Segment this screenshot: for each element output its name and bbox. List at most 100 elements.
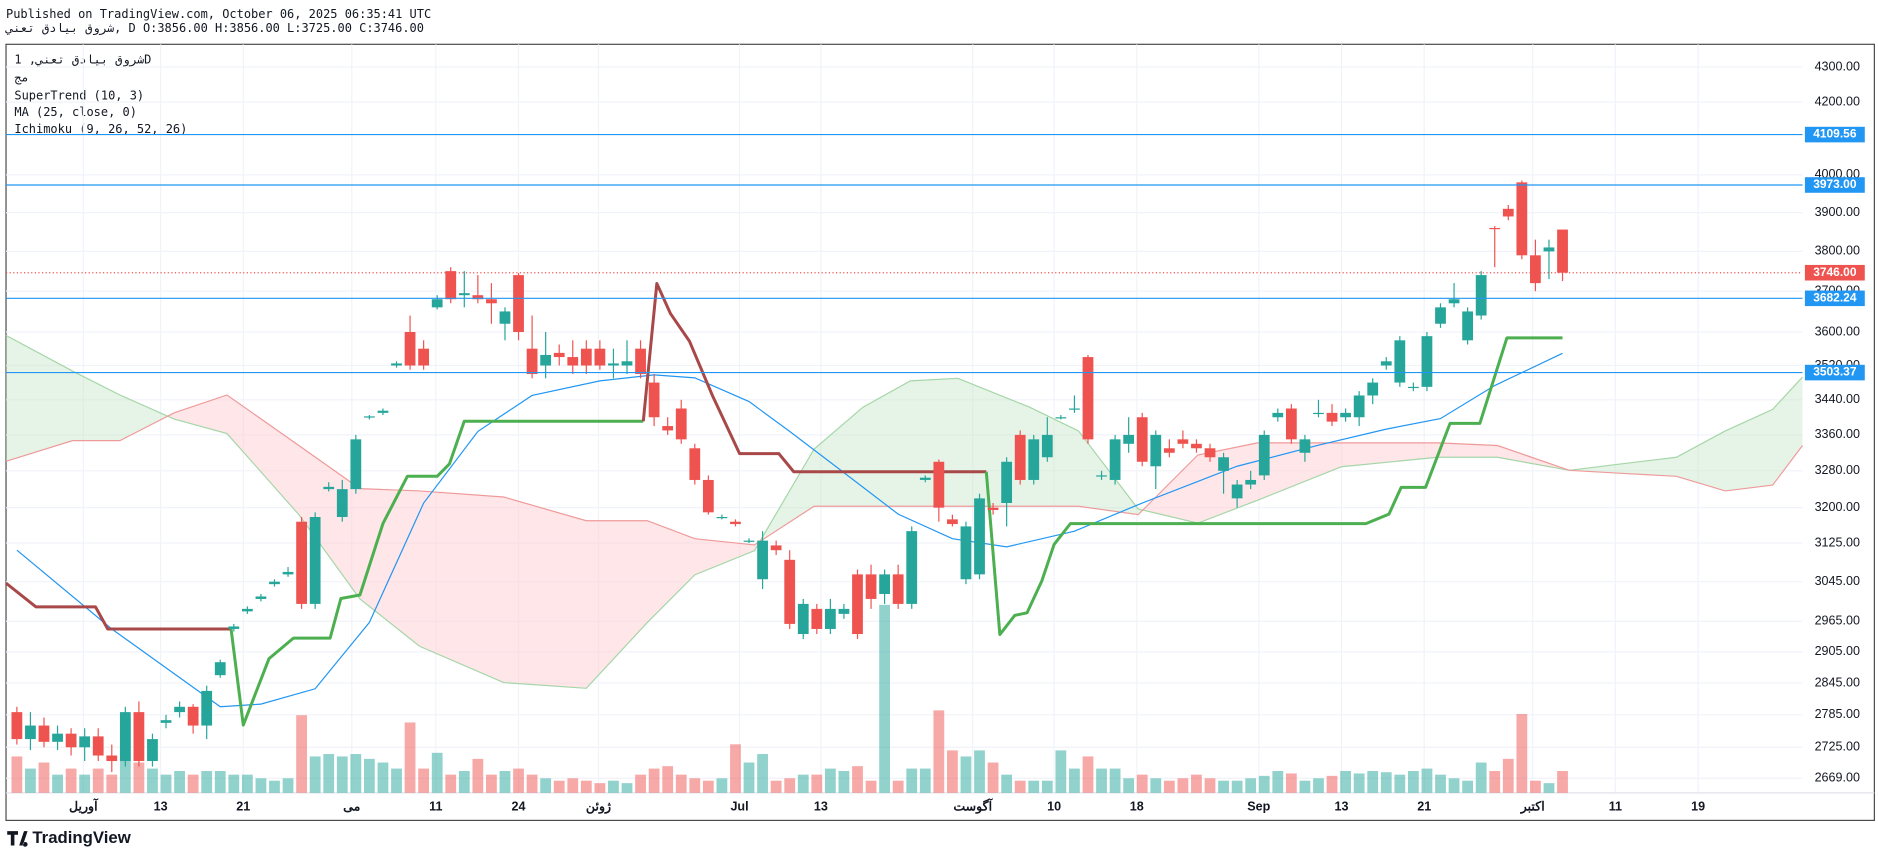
level-label-box	[1804, 126, 1865, 143]
volume-bar	[1001, 774, 1013, 793]
published-title: Published on TradingView.com, October 06…	[6, 7, 431, 21]
volume-bar	[960, 756, 972, 793]
volume-bar	[1041, 780, 1053, 793]
candle-body	[648, 382, 660, 418]
volume-bar	[1435, 774, 1446, 793]
volume-bar	[580, 780, 592, 793]
x-tick-label: 10	[1047, 800, 1061, 814]
x-tick-label: 11	[1609, 800, 1622, 814]
volume-bar	[1462, 780, 1474, 793]
volume-bar	[974, 750, 985, 793]
volume-bar	[296, 715, 307, 793]
legend-ma: MA (25, close, 0)	[14, 105, 137, 119]
candle-body	[377, 410, 389, 413]
candle-body	[214, 662, 226, 676]
cloud-fill-down	[6, 394, 1803, 689]
candle-body	[255, 596, 267, 599]
volume-bar	[716, 778, 728, 793]
volume-bar	[1109, 768, 1121, 793]
volume-bar	[1421, 768, 1433, 793]
volume-bar	[11, 756, 23, 793]
volume-bar	[879, 604, 890, 793]
y-tick-label: 3280.00	[1815, 463, 1860, 477]
x-tick-label: 21	[236, 800, 250, 814]
x-tick-label: آوریل	[69, 798, 99, 815]
volume-bar	[1191, 774, 1202, 793]
volume-bar	[79, 774, 91, 793]
x-tick-label: 13	[814, 800, 828, 814]
candle-body	[702, 479, 714, 513]
volume-bar	[1516, 713, 1528, 793]
volume-bar	[1177, 778, 1189, 793]
y-tick-label: 3440.00	[1815, 392, 1860, 406]
volume-bar	[458, 771, 470, 793]
volume-bar	[364, 758, 375, 793]
candle-body	[1530, 255, 1541, 284]
volume-bar	[1231, 780, 1243, 793]
candle-body	[336, 489, 348, 518]
volume-bar	[621, 783, 633, 793]
y-tick-label: 3800.00	[1815, 244, 1860, 258]
candle-body	[201, 690, 213, 726]
candle-body	[1407, 386, 1419, 389]
volume-bar	[662, 766, 674, 793]
volume-bar	[38, 762, 50, 793]
volume-bar	[269, 780, 280, 793]
volume-bar	[92, 768, 104, 793]
volume-bar	[865, 780, 877, 793]
volume-bar	[1204, 778, 1216, 793]
candle-body	[662, 426, 674, 431]
y-tick-label: 3125.00	[1815, 535, 1860, 549]
candle-body	[187, 706, 199, 726]
candle-body	[52, 733, 63, 742]
candle-body	[960, 526, 972, 580]
volume-bar	[255, 778, 267, 793]
x-tick-label: آگوست	[953, 798, 993, 815]
volume-bar	[1543, 783, 1555, 793]
volume-bar	[1055, 750, 1067, 793]
y-tick-label: 3045.00	[1815, 574, 1860, 588]
volume-bar	[65, 768, 77, 793]
candle-body	[1245, 479, 1257, 485]
candle-body	[906, 531, 918, 604]
last-price-box	[1804, 264, 1865, 281]
candle-body	[11, 712, 23, 740]
volume-bar	[418, 768, 430, 793]
x-tick-label: می	[343, 800, 360, 814]
volume-bar	[757, 754, 768, 793]
candle-body	[1191, 443, 1202, 449]
volume-bar	[1285, 773, 1297, 793]
volume-bar	[1326, 775, 1338, 793]
x-tick-label: 11	[429, 800, 442, 814]
x-tick-label: 19	[1691, 800, 1705, 814]
volume-bar	[811, 774, 823, 793]
candle-body	[1150, 434, 1162, 467]
volume-bar	[391, 768, 402, 793]
chart-frame	[5, 43, 1875, 821]
volume-bar	[675, 774, 687, 793]
candle-body	[486, 299, 497, 304]
candle-body	[838, 608, 850, 614]
legend-ichimoku: Ichimoku (9, 26, 52, 26)	[14, 122, 187, 136]
volume-bar	[743, 762, 755, 793]
brand-logo: TradingView	[7, 828, 132, 847]
candle-body	[133, 712, 145, 762]
volume-bar	[377, 762, 389, 793]
candle-body	[228, 626, 240, 629]
candle-body	[608, 363, 619, 366]
brand-name: TradingView	[32, 828, 131, 847]
y-tick-label: 2965.00	[1815, 614, 1860, 628]
volume-bar	[445, 774, 457, 793]
volume-bar	[513, 768, 524, 793]
level-label: 4109.56	[1813, 127, 1857, 141]
candle-body	[1177, 439, 1189, 444]
ohlc-header: شروق بيادق تعني, D O:3856.00 H:3856.00 L…	[5, 21, 424, 36]
volume-bar	[635, 774, 646, 793]
candle-body	[621, 361, 633, 366]
candle-body	[1014, 434, 1026, 480]
volume-bar	[1502, 758, 1514, 793]
logo-icon	[7, 831, 28, 847]
candle-body	[770, 545, 782, 551]
candle-body	[1475, 275, 1487, 316]
candle-body	[106, 755, 118, 762]
